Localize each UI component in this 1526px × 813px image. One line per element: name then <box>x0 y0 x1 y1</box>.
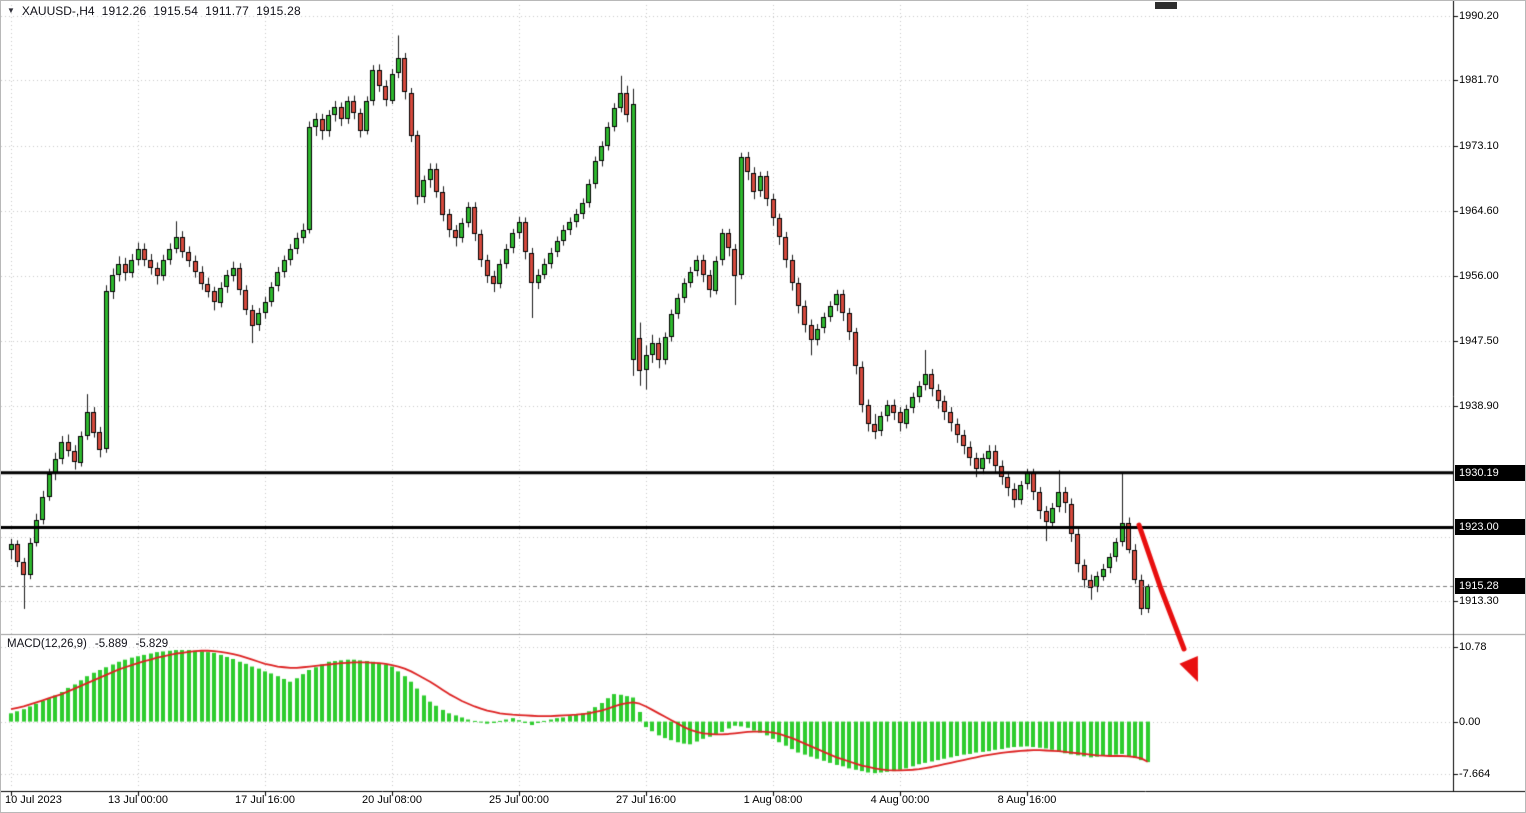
ohlc-open: 1912.26 <box>101 4 147 18</box>
time-axis-label: 1 Aug 08:00 <box>743 794 803 806</box>
macd-label: MACD(12,26,9) <box>7 638 87 650</box>
price-axis-label: 1956.00 <box>1459 270 1499 283</box>
macd-indicator-legend: MACD(12,26,9) -5.889 -5.829 <box>7 638 168 650</box>
time-axis-label: 27 Jul 16:00 <box>616 794 676 806</box>
price-axis-label: 1990.20 <box>1459 9 1499 22</box>
price-axis-label: 1981.70 <box>1459 74 1499 87</box>
price-axis-label: 1973.10 <box>1459 139 1499 152</box>
time-axis-label: 20 Jul 08:00 <box>362 794 422 806</box>
last-price-badge: 1915.28 <box>1455 578 1525 595</box>
macd-main-value: -5.889 <box>94 638 128 650</box>
quick-trade-dropdown-icon[interactable]: ▼ <box>7 6 15 15</box>
time-axis-label: 10 Jul 2023 <box>5 794 62 806</box>
time-axis-label: 17 Jul 16:00 <box>235 794 295 806</box>
macd-signal-value: -5.829 <box>135 638 169 650</box>
hline-price-badge: 1923.00 <box>1455 519 1525 536</box>
hline-price-badge: 1930.19 <box>1455 464 1525 481</box>
time-axis-label: 13 Jul 00:00 <box>108 794 168 806</box>
price-axis-label: 1938.90 <box>1459 400 1499 413</box>
price-axis[interactable]: 1990.20 1981.70 1973.10 1964.60 1956.00 1947.… <box>1454 1 1525 792</box>
price-axis-label: 1947.50 <box>1459 334 1499 347</box>
macd-axis-label: 10.78 <box>1459 641 1487 654</box>
macd-axis-label: -7.664 <box>1459 768 1491 781</box>
price-axis-label: 1913.30 <box>1459 595 1499 608</box>
ohlc-low: 1911.77 <box>205 4 250 18</box>
time-axis-label: 25 Jul 00:00 <box>489 794 549 806</box>
macd-axis-label: 0.00 <box>1459 715 1481 728</box>
time-axis-label: 8 Aug 16:00 <box>997 794 1057 806</box>
time-axis-label: 4 Aug 00:00 <box>870 794 930 806</box>
chart-legend: ▼ XAUUSD-,H4 1912.26 1915.54 1911.77 191… <box>7 4 301 18</box>
price-axis-label: 1964.60 <box>1459 204 1499 217</box>
ohlc-high: 1915.54 <box>153 4 199 18</box>
symbol-period-label: XAUUSD-,H4 <box>21 4 95 18</box>
scrollbar-thumb[interactable] <box>1155 2 1177 9</box>
ohlc-close: 1915.28 <box>256 4 301 18</box>
time-axis[interactable]: 10 Jul 2023 13 Jul 00:00 17 Jul 16:00 20 Ju… <box>1 793 1453 812</box>
